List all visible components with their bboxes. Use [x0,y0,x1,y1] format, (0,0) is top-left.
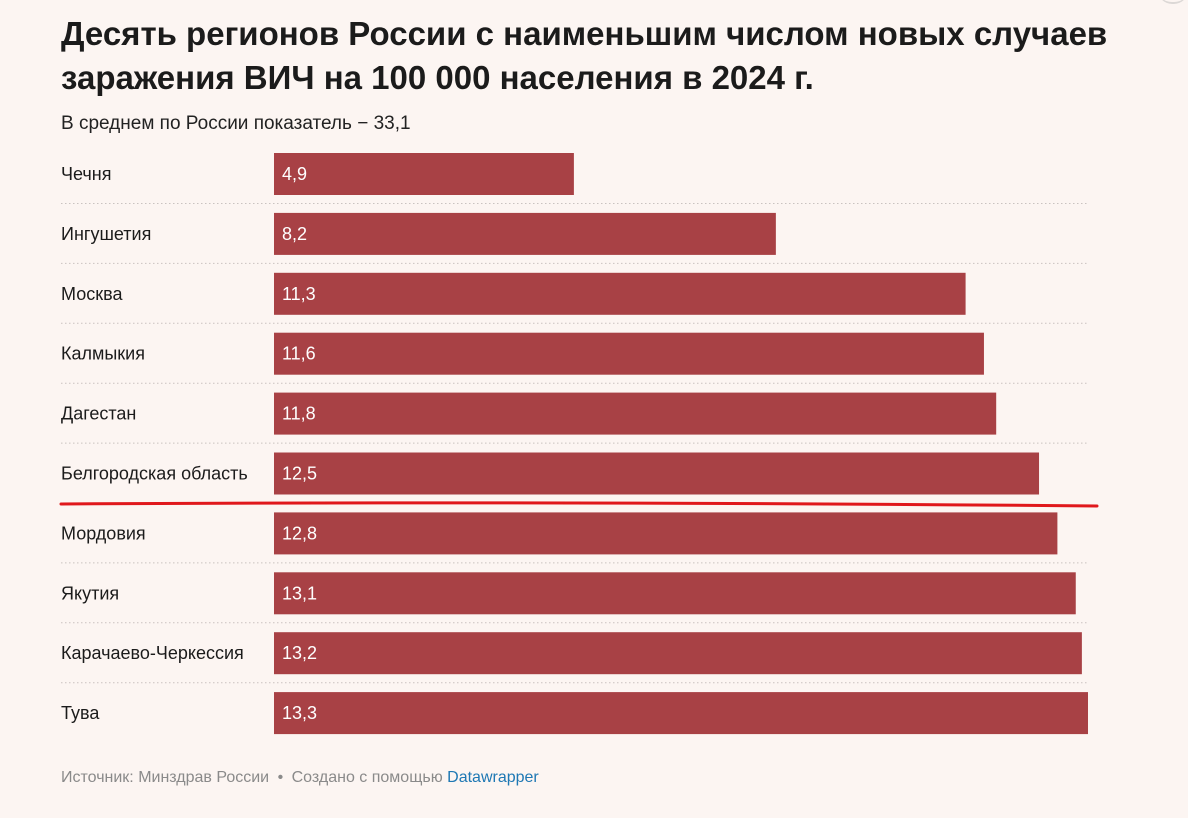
value-label: 13,2 [282,643,317,663]
value-label: 11,3 [282,284,316,304]
chart-title: Десять регионов России с наименьшим числ… [61,15,1108,96]
chart-footer: Источник: Минздрав России • Создано с по… [61,767,539,789]
category-label: Дагестан [61,404,136,424]
category-label: Москва [61,284,123,304]
category-label: Якутия [61,583,119,603]
bar [274,692,1088,735]
bar [274,572,1076,615]
category-label: Мордовия [61,523,146,543]
category-label: Чечня [61,164,111,184]
bar [274,153,574,195]
bar [274,212,776,255]
value-label: 8,2 [282,224,307,244]
datawrapper-link[interactable]: Datawrapper [447,769,539,786]
value-label: 12,5 [282,464,317,484]
bar [274,632,1082,675]
footer-separator: • [277,769,284,786]
value-label: 13,1 [282,583,317,603]
bar [274,272,966,315]
bar [274,512,1058,555]
category-label: Ингушетия [61,224,151,244]
corner-decoration [1158,0,1188,4]
chart-subtitle: В среднем по России показатель − 33,1 [61,113,411,134]
bar [274,332,984,375]
created-with-label: Создано с помощью [291,769,443,786]
bar [274,452,1040,495]
value-label: 13,3 [282,703,317,723]
category-label: Карачаево-Черкессия [61,643,244,663]
category-label: Белгородская область [61,464,248,484]
bars-layer: Чечня 4,9 Ингушетия 8,2 Москва 11,3 Калмыкия 11… [59,153,1099,735]
bar [274,392,997,435]
value-label: 11,8 [282,404,316,424]
value-label: 11,6 [282,344,316,364]
source-label: Источник: Минздрав России [61,769,270,786]
category-label: Калмыкия [61,344,145,364]
highlight-underline [59,501,1099,508]
category-label: Тува [61,703,100,723]
value-label: 4,9 [282,164,307,184]
value-label: 12,8 [282,523,317,543]
